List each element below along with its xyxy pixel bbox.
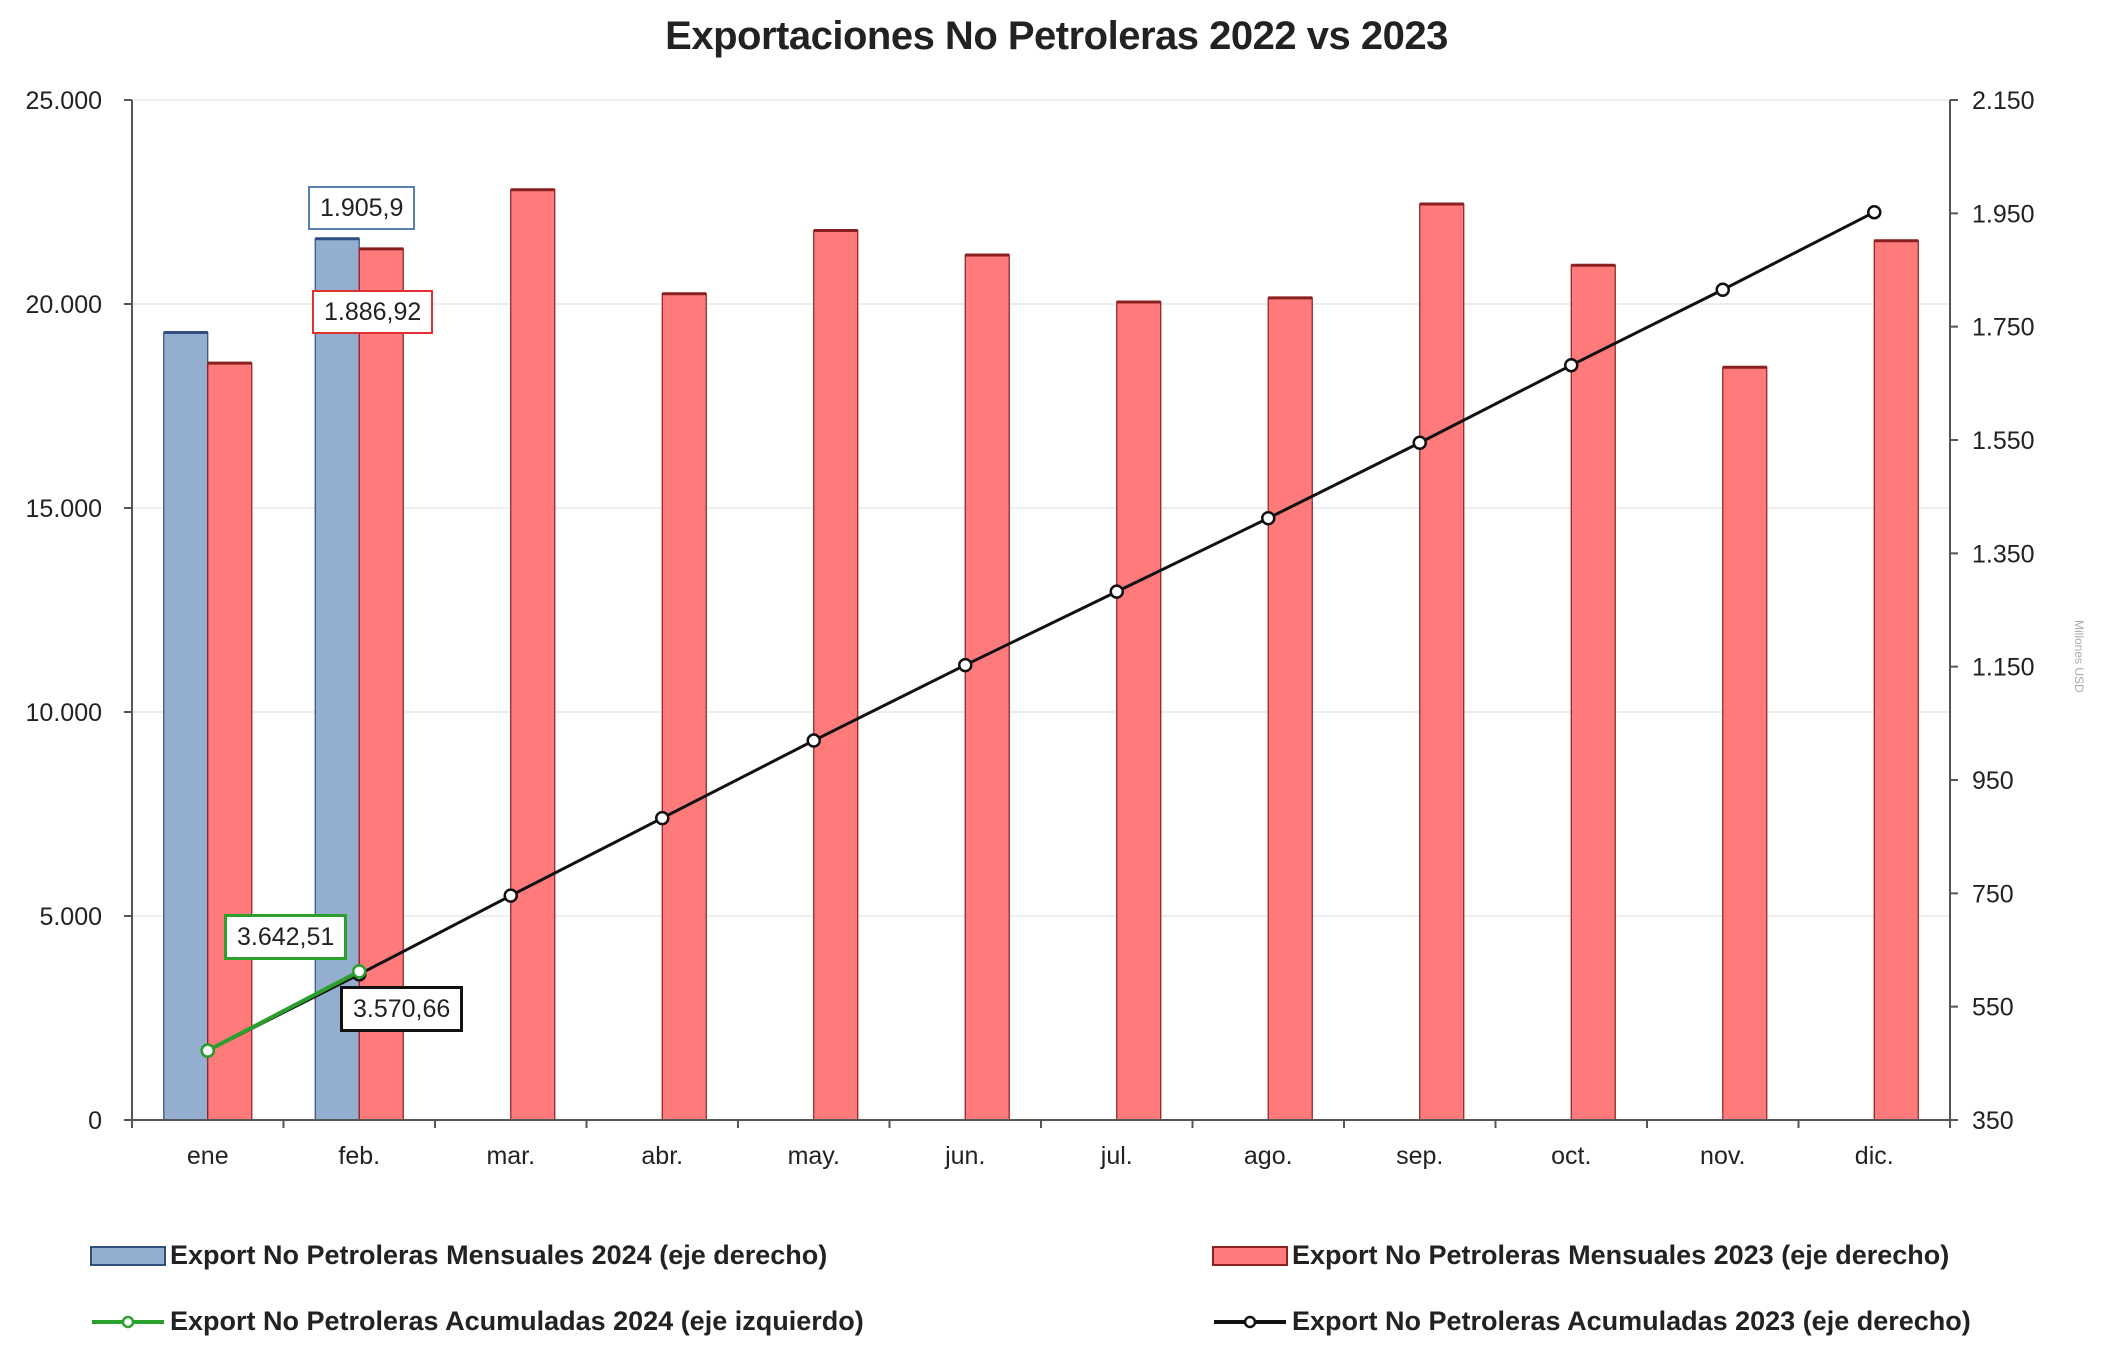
legend-label: Export No Petroleras Mensuales 2024 (eje… [170, 1240, 828, 1270]
annotation-feb-2024-cumulative: 3.642,51 [224, 914, 348, 960]
point-cumulative-2023 [958, 657, 973, 673]
point-cumulative-2023 [655, 810, 670, 826]
right-axis-tick-label: 1.550 [1972, 427, 2035, 455]
right-axis-tick-label: 1.750 [1972, 314, 2035, 342]
left-axis-tick-label: 10.000 [26, 699, 102, 727]
bar-2023 [510, 189, 556, 1121]
legend-swatch-green-line [92, 1315, 164, 1328]
legend-item-2023-monthly: Export No Petroleras Mensuales 2023 (eje… [1212, 1240, 1949, 1271]
right-axis-tick-label: 750 [1972, 880, 2014, 908]
right-axis-tick-label: 1.350 [1972, 540, 2035, 568]
x-axis-category-label: dic. [1855, 1142, 1894, 1170]
point-cumulative-2023 [503, 888, 518, 903]
legend-item-2024-cumulative: Export No Petroleras Acumuladas 2024 (ej… [90, 1306, 864, 1337]
gridlines [132, 99, 1950, 917]
bar-2023 [1570, 264, 1616, 1121]
legend-swatch-red-bar [1212, 1245, 1288, 1266]
right-axis-tick-label: 2.150 [1972, 87, 2035, 115]
bar-2023 [813, 229, 859, 1121]
bar-2023 [1419, 203, 1465, 1121]
line-cumulative-2024 [206, 969, 361, 1053]
x-axis-category-label: feb. [338, 1142, 380, 1170]
tick-labels: 0 5.000 10.000 15.000 20.000 25.000 350 550 750 9… [26, 87, 2035, 1170]
point-cumulative-2024 [352, 964, 367, 979]
legend-label: Export No Petroleras Mensuales 2023 (eje… [1292, 1240, 1950, 1270]
bar-2023 [661, 293, 707, 1121]
x-axis-category-label: jun. [944, 1142, 985, 1170]
point-cumulative-2023 [1261, 510, 1276, 526]
point-cumulative-2023 [1109, 584, 1124, 599]
point-cumulative-2023 [1867, 204, 1882, 220]
x-axis-category-label: nov. [1700, 1142, 1745, 1170]
x-axis-category-label: abr. [641, 1142, 683, 1170]
bar-2023 [1116, 301, 1162, 1121]
x-axis-category-label: sep. [1396, 1142, 1443, 1170]
right-axis-tick-label: 950 [1972, 767, 2014, 795]
x-axis-category-label: mar. [486, 1142, 535, 1170]
left-axis-tick-label: 5.000 [39, 903, 102, 931]
right-axis-tick-label: 550 [1972, 994, 2014, 1022]
point-cumulative-2023 [1715, 282, 1730, 297]
left-axis-tick-label: 20.000 [26, 291, 102, 319]
left-axis-tick-label: 0 [88, 1107, 102, 1135]
point-cumulative-2024 [200, 1043, 215, 1058]
lines [200, 204, 1882, 1058]
left-axis-tick-label: 25.000 [26, 87, 102, 115]
x-axis-category-label: oct. [1551, 1142, 1591, 1170]
right-axis-tick-label: 350 [1972, 1107, 2014, 1135]
bar-2024 [163, 331, 209, 1121]
legend-item-2023-cumulative: Export No Petroleras Acumuladas 2023 (ej… [1212, 1306, 1971, 1337]
x-axis-category-label: ene [187, 1142, 229, 1170]
bar-2023 [1722, 366, 1768, 1121]
legend-item-2024-monthly: Export No Petroleras Mensuales 2024 (eje… [90, 1240, 827, 1271]
annotation-feb-2023-bar: 1.886,92 [312, 290, 434, 334]
right-axis-tick-label: 1.150 [1972, 654, 2035, 682]
line-cumulative-2023 [207, 210, 1875, 1052]
annotation-feb-2023-cumulative: 3.570,66 [340, 986, 464, 1032]
bar-2023 [964, 254, 1010, 1121]
annotation-feb-2024-bar: 1.905,9 [308, 186, 416, 230]
legend-swatch-black-line [1214, 1315, 1286, 1328]
legend-label: Export No Petroleras Acumuladas 2023 (ej… [1292, 1306, 1971, 1336]
right-axis-unit-label: Millones USD [2072, 620, 2086, 693]
x-axis-category-label: may. [788, 1142, 840, 1170]
bar-2023 [1267, 297, 1313, 1121]
x-axis-category-label: ago. [1244, 1142, 1293, 1170]
point-cumulative-2023 [1412, 435, 1427, 450]
left-axis-tick-label: 15.000 [26, 495, 102, 523]
bar-2023 [358, 248, 404, 1121]
x-axis-category-label: jul. [1100, 1142, 1133, 1170]
point-cumulative-2023 [1564, 357, 1579, 373]
right-axis-tick-label: 1.950 [1972, 200, 2035, 228]
bar-2023 [1873, 240, 1919, 1121]
axes [124, 99, 1958, 1128]
point-cumulative-2023 [806, 733, 821, 748]
legend-swatch-blue-bar [90, 1245, 166, 1266]
legend-label: Export No Petroleras Acumuladas 2024 (ej… [170, 1306, 864, 1336]
chart-title: Exportaciones No Petroleras 2022 vs 2023 [665, 14, 1448, 58]
bar-2023 [207, 362, 253, 1121]
